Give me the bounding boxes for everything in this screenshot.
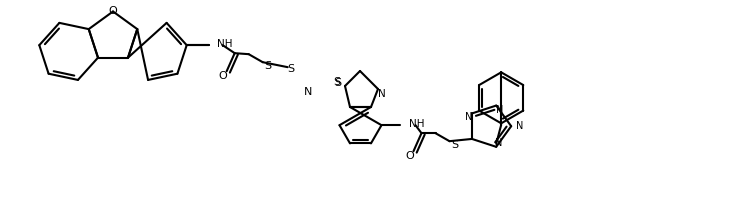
Text: S: S — [287, 64, 294, 74]
Text: N: N — [516, 121, 523, 131]
Text: NH: NH — [409, 119, 424, 129]
Text: S: S — [334, 78, 342, 88]
Text: N: N — [494, 138, 502, 148]
Text: N: N — [465, 112, 472, 122]
Text: N: N — [496, 104, 503, 115]
Text: N: N — [304, 87, 312, 97]
Text: O: O — [405, 151, 414, 161]
Text: S: S — [334, 77, 341, 87]
Text: N: N — [378, 89, 386, 99]
Text: O: O — [109, 7, 118, 16]
Text: S: S — [265, 61, 272, 71]
Text: NH: NH — [217, 39, 232, 49]
Text: S: S — [451, 140, 458, 150]
Text: O: O — [218, 71, 227, 81]
